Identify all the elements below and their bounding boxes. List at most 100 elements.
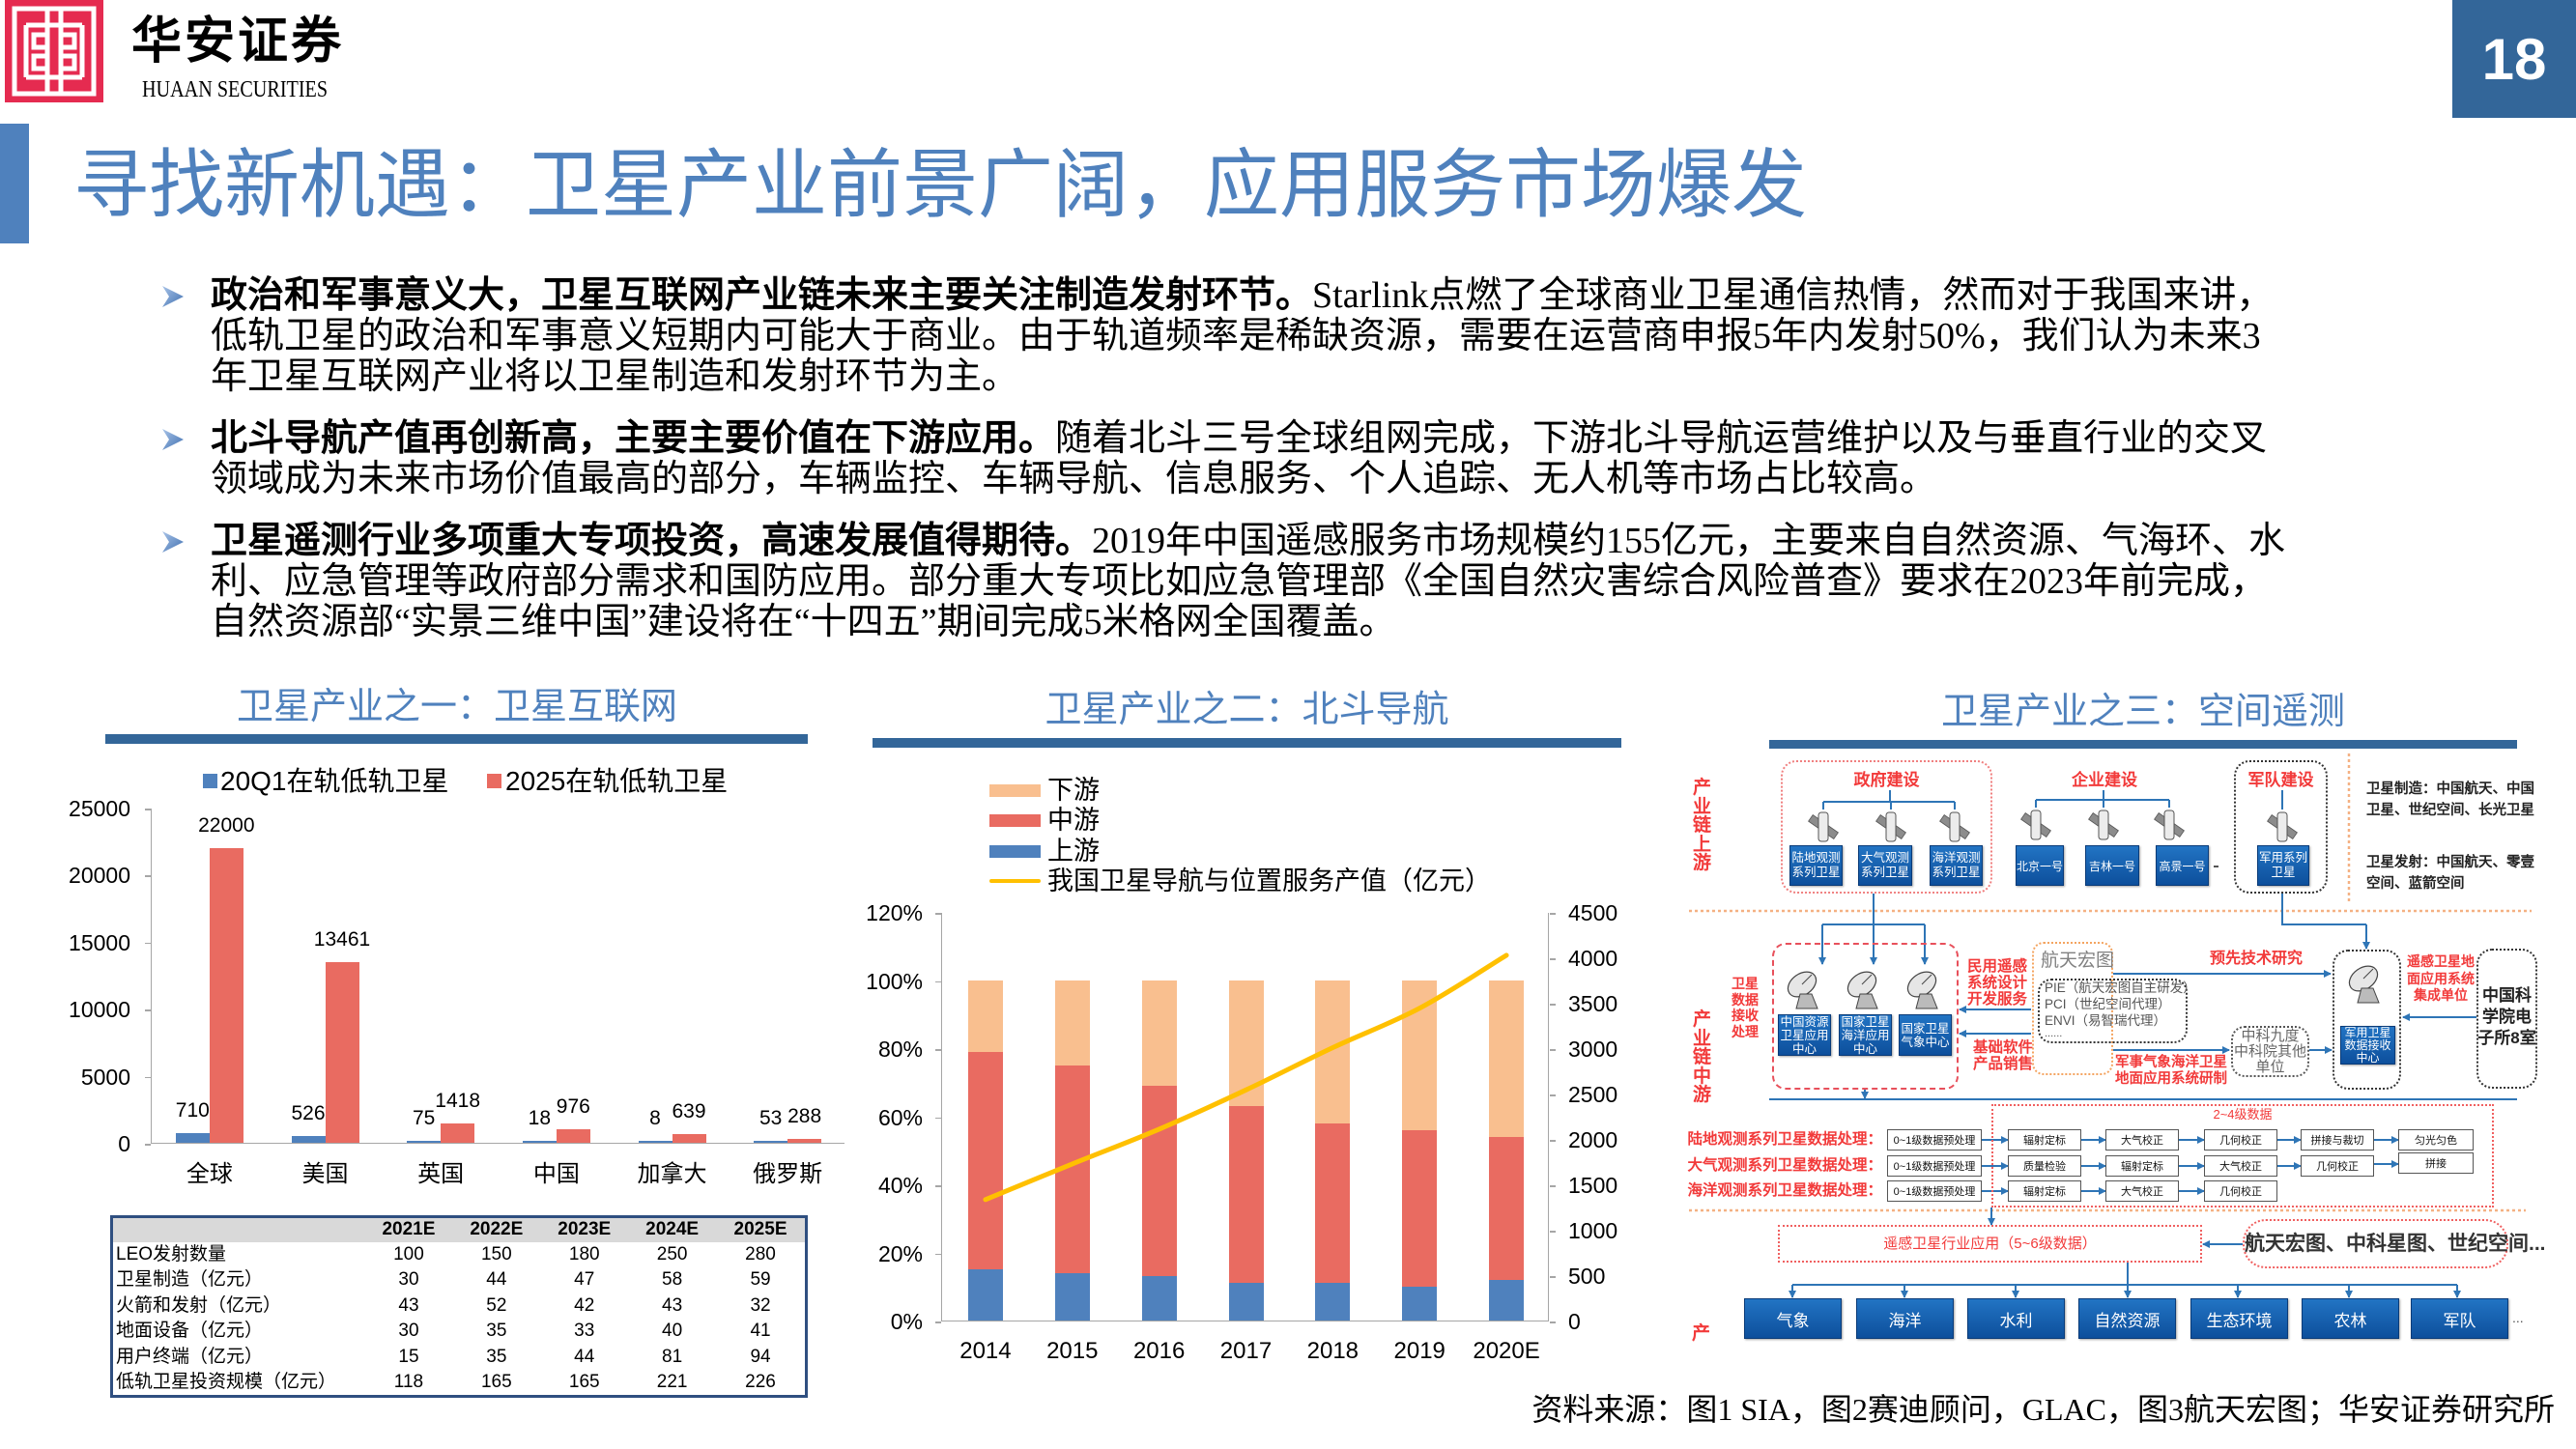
bullet-body: 随着北斗三号全球组网完成，下游北斗导航运营维护以及与垂直行业的交叉领域成为未来市… [211, 418, 2268, 499]
bullet-lead: 政治和军事意义大，卫星互联网产业链未来主要关注制造发射环节。 [211, 275, 1313, 316]
y2-tick-label: 2000 [1568, 1127, 1618, 1152]
stack-segment-上游 [1489, 1279, 1525, 1321]
panel-divider [1769, 740, 2517, 749]
mil-construction-group [2234, 760, 2328, 894]
table-cell: 47 [574, 1269, 595, 1291]
military-dev-label: 军事气象海洋卫星 地面应用系统研制 [2115, 1055, 2227, 1087]
panel-title-internet: 卫星产业之一：卫星互联网 [236, 687, 677, 727]
data-label: 18 [528, 1106, 551, 1129]
data-label: 53 [758, 1106, 783, 1129]
y2-tick-mark [1550, 1276, 1556, 1278]
source-note: 资料来源：图1 SIA，图2赛迪顾问，GLAC，图3航天宏图；华安证券研究所 [1531, 1392, 2555, 1427]
x-category-label: 2014 [959, 1338, 1012, 1364]
table-header-year: 2022E [452, 1216, 541, 1242]
x-category-label: 2015 [1046, 1338, 1099, 1364]
x-category-label: 加拿大 [637, 1162, 707, 1187]
y-tick-mark [145, 1009, 151, 1011]
sector-box: 农林 [2302, 1298, 2399, 1339]
gov-construction-group [1781, 760, 1992, 894]
row-label: 低轨卫星投资规模（亿元） [116, 1372, 337, 1392]
y-tick-mark [145, 1076, 151, 1079]
bullet-text: 政治和军事意义大，卫星互联网产业链未来主要关注制造发射环节。Starlink点燃… [211, 275, 2293, 397]
x-category-label: 全球 [186, 1162, 233, 1187]
sector-box: 气象 [1744, 1298, 1842, 1339]
software-sales-label: 基础软件 产品销售 [1973, 1039, 2034, 1072]
bar-2025 [441, 1123, 475, 1143]
y-tick-mark [935, 913, 941, 915]
row-label: 火箭和发射（亿元） [116, 1294, 282, 1316]
y2-tick-label: 1000 [1568, 1218, 1618, 1243]
table-row: 用户终端（亿元） 15 35 44 81 94 [112, 1345, 807, 1371]
dish-antenna-icon [2346, 962, 2387, 1009]
table-cell: 35 [486, 1346, 507, 1367]
table-cell: 118 [393, 1372, 424, 1392]
table-header-year: 2023E [540, 1216, 629, 1242]
y2-tick-mark [1550, 1049, 1556, 1051]
stack-segment-上游 [1315, 1283, 1351, 1321]
civil-receiving-group [1772, 943, 1959, 1090]
stack-segment-下游 [1489, 980, 1525, 1137]
x-category-label: 2018 [1306, 1338, 1360, 1364]
ent-satellite-box: 北京一号 [2016, 845, 2064, 886]
legend-label-output-line: 我国卫星导航与位置服务产值（亿元） [1047, 867, 1491, 895]
stack-segment-上游 [1228, 1283, 1264, 1321]
ent-satellite-box: 吉林一号 [2085, 845, 2139, 886]
table-cell: 150 [480, 1243, 512, 1264]
data-label: 75 [412, 1106, 436, 1129]
panel-divider [873, 738, 1621, 748]
table-cell: 221 [656, 1372, 688, 1392]
gov-construction-label: 政府建设 [1853, 771, 1920, 789]
ent-satellite-box: 高景一号 [2156, 845, 2209, 886]
data-label: 639 [672, 1100, 706, 1123]
legend-label-20q1: 20Q1在轨低轨卫星 [220, 766, 449, 796]
bullet-body: 2019年中国遥感服务市场规模约155亿元，主要来自自然资源、气海环、水利、应急… [211, 521, 2286, 642]
processing-step-box: 拼接与裁切 [2301, 1129, 2374, 1151]
table-cell: 58 [662, 1269, 683, 1291]
pre-research-label: 预先技术研究 [2209, 951, 2303, 967]
title-accent-bar [0, 124, 29, 243]
stack-segment-下游 [1402, 980, 1438, 1130]
panel-divider [105, 734, 808, 744]
x-category-label: 2019 [1393, 1338, 1445, 1364]
beidou-stacked-chart: 120% 100% 80% 60% 40% 20% 0% 4500 4000 3500 3000 25… [866, 900, 1617, 1364]
data-label: 288 [787, 1105, 822, 1127]
row-label: 地面设备（亿元） [116, 1321, 264, 1342]
upstream-note-launch: 卫星发射：中国航天、零壹空间、蓝箭空间 [2366, 855, 2534, 892]
y-tick-mark [145, 942, 151, 945]
level-2-4-label: 2~4级数据 [2213, 1107, 2273, 1122]
y-tick-label: 100% [866, 968, 923, 994]
processing-row-label: 陆地观测系列卫星数据处理： [1687, 1131, 1882, 1148]
stack-segment-中游 [1141, 1085, 1177, 1277]
software-item: PIE（航天宏图自主研发） [2045, 980, 2196, 995]
table-row: 火箭和发射（亿元） 43 52 42 43 32 [112, 1293, 807, 1320]
bar-2025 [325, 962, 359, 1143]
y-tick-mark [935, 1185, 941, 1187]
dish-antenna-icon [1845, 968, 1885, 1015]
bullet-arrow-icon [162, 286, 184, 307]
y-tick-label: 15000 [69, 929, 130, 955]
table-cell: 44 [486, 1269, 507, 1291]
industry-application-box: 遥感卫星行业应用（5~6级数据） [1778, 1225, 2202, 1263]
software-products-box [2038, 979, 2188, 1043]
y-tick-mark [935, 1049, 941, 1051]
dish-antenna-icon [1904, 968, 1945, 1015]
stack-segment-中游 [967, 1051, 1003, 1270]
leo-investment-table: 2021E 2022E 2023E 2024E 2025E LEO发射数量 100 150 18… [110, 1215, 808, 1398]
bar-2025 [556, 1129, 590, 1143]
x-category-label: 2020E [1473, 1338, 1540, 1364]
y-tick-label: 40% [877, 1173, 923, 1198]
bullet-text: 卫星遥测行业多项重大专项投资，高速发展值得期待。2019年中国遥感服务市场规模约… [211, 521, 2293, 642]
company-label: 航天宏图 [2041, 951, 2115, 971]
y2-tick-mark [1550, 958, 1556, 960]
data-label: 976 [556, 1095, 590, 1119]
processing-step-box: 几何校正 [2204, 1129, 2277, 1151]
integrator-label: 遥感卫星地 面应用系统 集成单位 [2407, 953, 2475, 1003]
stage-label-midstream: 产业链中游 [1693, 1009, 1712, 1106]
y-tick-label: 60% [877, 1104, 923, 1130]
stack-segment-上游 [1054, 1272, 1090, 1321]
table-cell: 32 [750, 1294, 771, 1316]
stack-segment-中游 [1228, 1105, 1264, 1284]
table-row: LEO发射数量 100 150 180 250 280 [112, 1242, 807, 1268]
x-category-label: 俄罗斯 [753, 1162, 823, 1187]
brand-name-en: HUAAN SECURITIES [142, 77, 329, 102]
